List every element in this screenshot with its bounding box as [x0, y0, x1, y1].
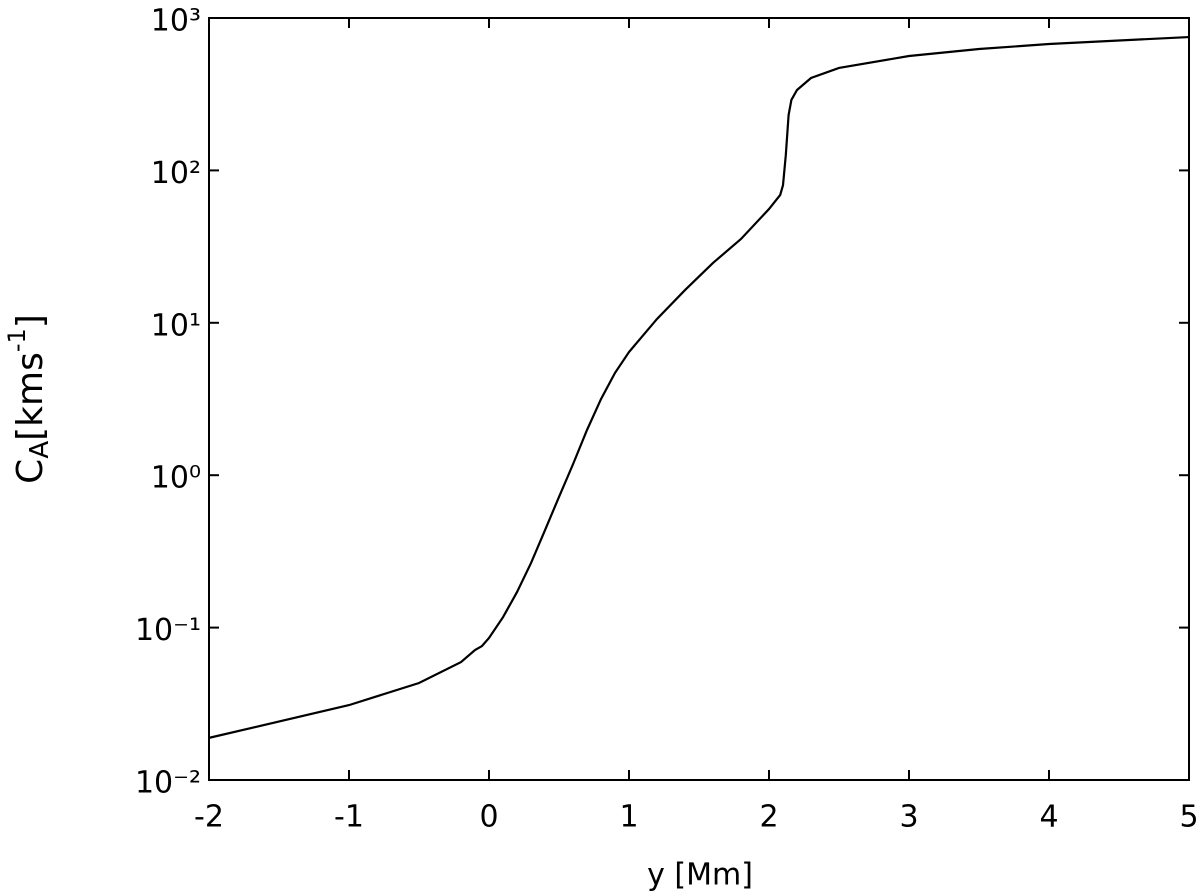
x-axis-label: y [Mm] [647, 858, 753, 893]
y-label-sub: A [25, 441, 55, 459]
x-tick-label: 1 [619, 800, 638, 835]
y-tick-label: 10⁰ [151, 461, 201, 496]
y-tick-label: 10³ [151, 4, 201, 39]
y-label-sup: -1 [3, 328, 31, 352]
y-tick-label: 10¹ [151, 308, 201, 343]
y-tick-label: 10⁻² [135, 766, 201, 801]
x-tick-label: 4 [1039, 800, 1058, 835]
plot-frame [208, 17, 1190, 781]
x-tick-label: -2 [194, 800, 224, 835]
x-tick-label: 3 [899, 800, 918, 835]
x-tick-label: 5 [1179, 800, 1198, 835]
y-label-part: C [10, 459, 51, 484]
y-label-part: ] [10, 314, 51, 328]
y-tick-label: 10² [151, 156, 201, 191]
y-label-part: [kms [10, 352, 51, 441]
y-tick-label: 10⁻¹ [135, 613, 201, 648]
data-line [208, 35, 1190, 739]
x-tick-label: 0 [479, 800, 498, 835]
x-tick-label: -1 [334, 800, 364, 835]
x-tick-label: 2 [759, 800, 778, 835]
y-axis-label: CA[kms-1] [3, 314, 55, 484]
